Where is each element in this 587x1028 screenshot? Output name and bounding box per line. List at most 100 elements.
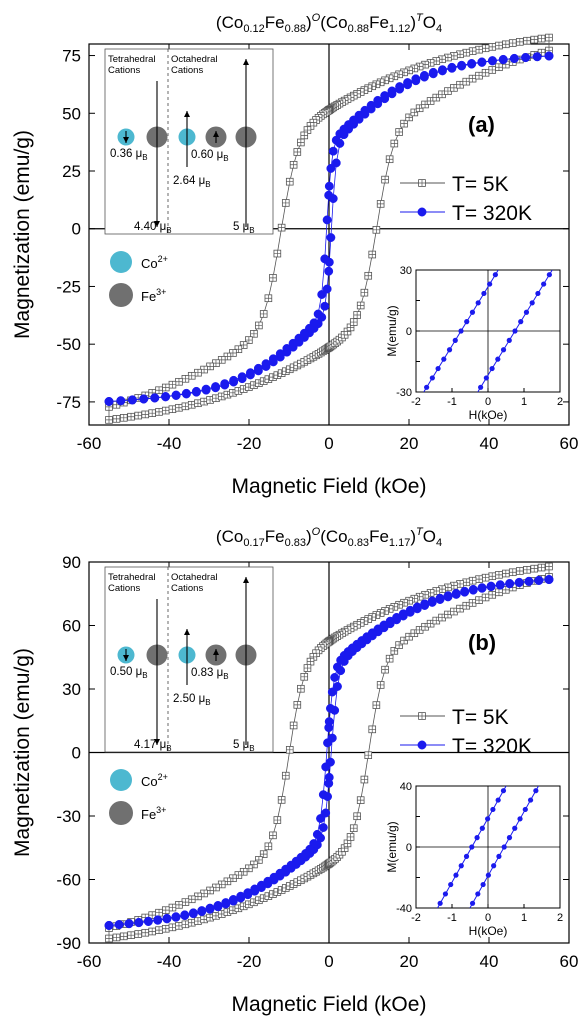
point-5k-cross: [482, 574, 489, 582]
title-span: 4: [436, 23, 442, 35]
point-320k: [326, 703, 335, 713]
title-span: 0.83: [348, 537, 369, 549]
point-5k-cross: [293, 148, 301, 156]
point-5k-cross: [456, 605, 464, 613]
title-span: (Co: [216, 527, 243, 546]
y-tick-label: 30: [62, 680, 81, 699]
point-5k-cross: [405, 113, 413, 121]
point-5k-cross: [127, 931, 135, 939]
point-5k-cross: [502, 570, 510, 577]
inset-point: [469, 900, 476, 906]
point-320k: [395, 82, 405, 92]
moment-value: 0.36 μ: [110, 148, 142, 160]
title-span: 0.17: [243, 537, 264, 549]
inset-point: [469, 309, 476, 315]
ion-legend: Co2+ Fe3+: [109, 251, 168, 307]
inset-x-tick-label: -2: [411, 396, 421, 408]
inset-point: [518, 319, 524, 325]
inset-point: [529, 300, 535, 306]
inset-point: [506, 835, 513, 841]
inset-point: [424, 384, 430, 390]
inset-point: [464, 319, 470, 325]
point-320k: [229, 375, 239, 385]
point-5k-cross: [134, 412, 142, 419]
inset-y-tick-label: 40: [400, 781, 412, 793]
point-320k: [180, 910, 190, 920]
inset-point: [435, 365, 441, 372]
point-320k: [443, 591, 453, 601]
point-320k: [468, 584, 478, 594]
point-5k-cross: [155, 386, 163, 394]
point-320k: [134, 917, 144, 927]
legend-marker-5k-cross: [418, 179, 426, 187]
inset-point: [501, 844, 507, 850]
inset-point: [474, 835, 480, 841]
point-5k-cross: [469, 47, 476, 55]
oct-header-1: Octahedral: [171, 572, 217, 583]
point-320k: [324, 266, 334, 276]
title-span: Fe: [369, 527, 389, 546]
inset-y-tick-label: 0: [406, 842, 412, 854]
title-span: 1.12: [389, 23, 410, 35]
point-320k: [467, 59, 477, 68]
tet-header-1: Tetrahedral: [108, 572, 156, 583]
point-5k-cross: [377, 681, 385, 689]
point-320k: [116, 396, 126, 406]
point-5k-cross: [516, 567, 524, 575]
title-span: Fe: [265, 13, 285, 32]
tet-header-2: Cations: [108, 583, 140, 594]
point-5k-cross: [357, 302, 365, 309]
point-5k-cross: [482, 594, 489, 601]
point-5k-cross: [538, 564, 545, 571]
panel-label: (b): [468, 630, 496, 655]
inset-y-label: M(emu/g): [385, 305, 399, 356]
point-320k: [505, 578, 515, 588]
point-320k: [205, 903, 215, 913]
spin-arrow-tet-co-head: [123, 655, 129, 661]
inset-y-tick-label: 0: [406, 326, 412, 338]
moment-unit: B: [223, 154, 228, 163]
point-5k-cross: [250, 330, 258, 338]
point-5k-cross: [353, 311, 361, 319]
point-5k-cross: [255, 322, 263, 329]
point-5k-cross: [450, 608, 458, 615]
legend-marker-5k-cross: [418, 712, 426, 720]
point-320k: [534, 575, 544, 585]
inset-point: [535, 290, 541, 297]
point-5k-cross: [290, 722, 298, 729]
point-320k: [288, 338, 298, 348]
moment-value: 5 μ: [233, 739, 249, 751]
x-axis-label: Magnetic Field (kOe): [232, 475, 427, 498]
point-320k: [213, 901, 223, 910]
point-5k-cross: [344, 839, 351, 847]
inset-point: [512, 825, 518, 831]
series-5k: [105, 33, 553, 424]
inset-y-label: M(emu/g): [385, 821, 399, 872]
point-5k-cross: [194, 369, 202, 377]
moment-fe: 5 μB: [233, 221, 255, 235]
title-span: 0.88: [348, 23, 369, 35]
point-5k-cross: [368, 251, 376, 258]
title-span: Fe: [265, 527, 285, 546]
moment-unit: B: [142, 153, 147, 162]
point-320k: [524, 576, 534, 586]
moment-tet-fe: 4.40 μB: [134, 221, 172, 235]
point-320k: [460, 586, 470, 596]
inset-point: [481, 290, 487, 297]
point-320k: [228, 895, 238, 904]
point-5k-cross: [538, 49, 545, 57]
series-320k: [104, 51, 554, 406]
point-320k: [331, 158, 341, 168]
title-span: ): [306, 13, 312, 32]
point-5k-cross: [360, 776, 368, 783]
inset-point: [458, 863, 464, 869]
point-5k-cross: [456, 50, 464, 58]
point-5k-cross: [200, 890, 208, 897]
y-tick-label: -90: [56, 934, 81, 953]
legend-label-320k: T= 320K: [452, 735, 532, 758]
point-320k: [324, 723, 334, 733]
y-tick-label: 0: [72, 744, 81, 763]
point-5k-cross: [175, 404, 183, 412]
fe-charge: 3+: [156, 287, 166, 297]
